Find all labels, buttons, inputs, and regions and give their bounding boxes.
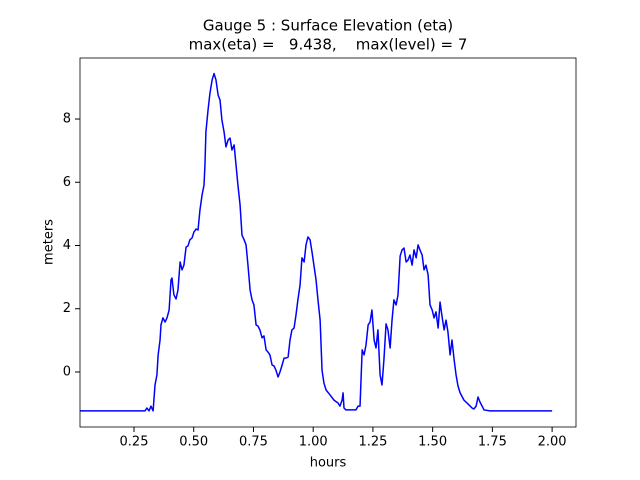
data-line <box>80 72 553 412</box>
y-tick-label: 6 <box>63 175 71 190</box>
x-tick-label: 0.50 <box>179 435 208 450</box>
x-tick-label: 1.50 <box>418 435 447 450</box>
x-axis-label: hours <box>310 456 347 471</box>
y-axis-label: meters <box>42 219 57 265</box>
x-tick-label: 1.00 <box>299 435 328 450</box>
plot-frame <box>79 57 577 428</box>
y-tick-label: 8 <box>63 112 71 127</box>
x-tick-label: 0.25 <box>120 435 149 450</box>
y-tick-label: 4 <box>63 238 71 253</box>
y-tick-label: 0 <box>63 364 71 379</box>
x-tick-label: 0.75 <box>239 435 268 450</box>
chart-subtitle: max(eta) = 9.438, max(level) = 7 <box>189 36 468 54</box>
x-tick-label: 1.75 <box>478 435 507 450</box>
x-tick-label: 2.00 <box>538 435 567 450</box>
chart-title: Gauge 5 : Surface Elevation (eta) <box>203 17 453 35</box>
x-tick-label: 1.25 <box>358 435 387 450</box>
y-tick-label: 2 <box>63 301 71 316</box>
